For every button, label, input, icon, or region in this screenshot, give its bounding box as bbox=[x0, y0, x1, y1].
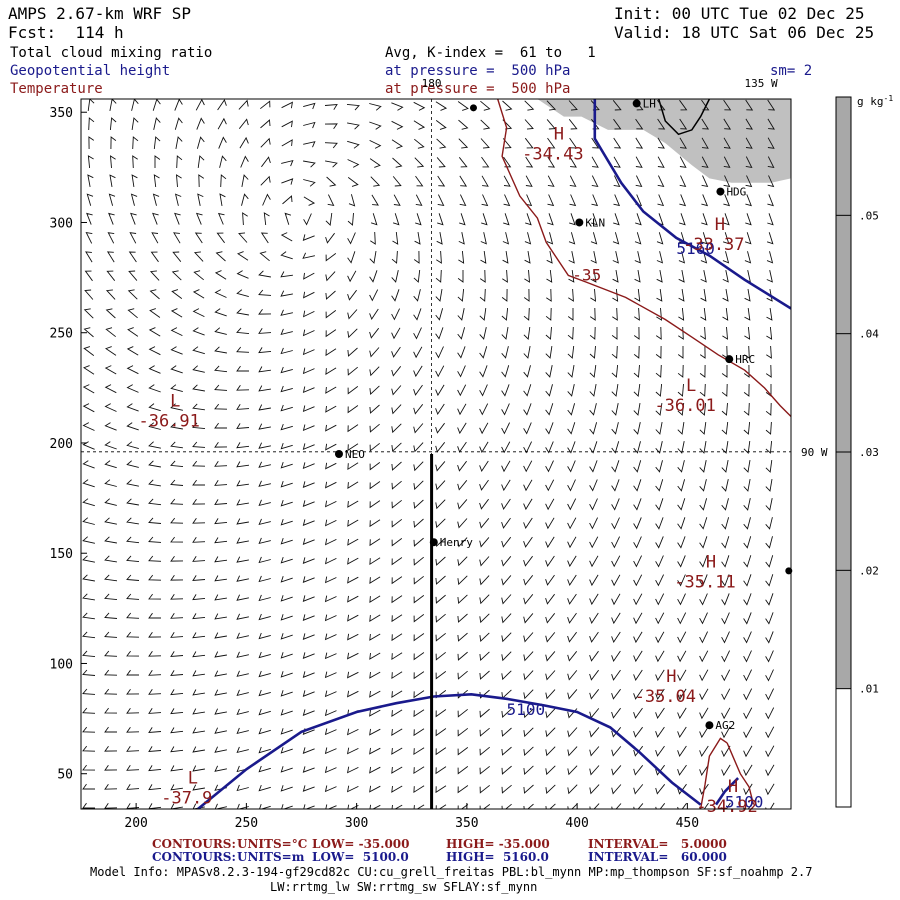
station-label: NEO bbox=[345, 448, 365, 461]
pressure-center-letter: H bbox=[554, 125, 564, 145]
geopotential-contour-label: 5160 bbox=[676, 239, 715, 258]
pressure-center-letter: H bbox=[706, 552, 716, 572]
model-title: AMPS 2.67-km WRF SP bbox=[8, 4, 192, 23]
station-label: Henry bbox=[440, 536, 473, 549]
meridian-label: 90 W bbox=[801, 446, 828, 459]
temperature-contour-1 bbox=[699, 737, 728, 809]
y-tick-label: 50 bbox=[57, 768, 73, 783]
pressure-center-letter: L bbox=[188, 768, 198, 788]
pressure-center-value: -37.9 bbox=[161, 788, 212, 808]
field-geopotential-title: Geopotential height bbox=[10, 63, 171, 79]
model-info-physics: LW:rrtmg_lw SW:rrtmg_sw SFLAY:sf_mynn bbox=[270, 880, 538, 894]
axis-layer: 200 250 300 350 400 450 50 100 150 200 250 300 350 bbox=[50, 106, 700, 831]
colorbar-shade bbox=[836, 97, 851, 689]
x-tick-label: 350 bbox=[455, 816, 478, 831]
geopotential-contour-0 bbox=[593, 99, 791, 310]
y-tick-label: 300 bbox=[50, 216, 73, 231]
pressure-center-value: -35.11 bbox=[674, 572, 735, 592]
meridian-label: 135 W bbox=[745, 77, 778, 90]
temperature-contour-2 bbox=[726, 742, 755, 805]
pressure-center-value: -34.43 bbox=[522, 145, 583, 165]
colorbar-label: .02 bbox=[859, 564, 879, 577]
pressure-center-value: -33.37 bbox=[683, 235, 744, 255]
station-marker bbox=[716, 187, 725, 196]
contours-temp-units: UNITS=°C bbox=[237, 837, 308, 851]
field-geopotential-info: at pressure = 500 hPa bbox=[385, 63, 571, 79]
contours-height-high: HIGH= 5160.0 bbox=[446, 850, 549, 864]
contour-layer: -35 5160 5100 5100 bbox=[197, 99, 791, 811]
y-tick-label: 250 bbox=[50, 327, 73, 342]
station-marker bbox=[429, 538, 438, 547]
pressure-center-value: -36.01 bbox=[654, 396, 715, 416]
x-tick-label: 300 bbox=[345, 816, 368, 831]
x-tick-label: 450 bbox=[676, 816, 699, 831]
x-tick-label: 200 bbox=[124, 816, 147, 831]
contours-height-label: CONTOURS: bbox=[152, 850, 236, 864]
station-label: KLN bbox=[585, 216, 605, 229]
init-time: Init: 00 UTC Tue 02 Dec 25 bbox=[614, 4, 865, 23]
colorbar-label: .01 bbox=[859, 683, 879, 696]
forecast-hour: Fcst: 114 h bbox=[8, 23, 124, 42]
station-label: HRC bbox=[735, 353, 755, 366]
station-marker bbox=[575, 218, 584, 227]
y-tick-label: 350 bbox=[50, 106, 73, 121]
station-label: LH bbox=[643, 97, 656, 110]
meridian-label: 180 bbox=[422, 77, 442, 90]
coastline bbox=[657, 99, 711, 136]
pressure-center-value: -35.04 bbox=[635, 687, 696, 707]
geopotential-contour-1 bbox=[197, 692, 702, 809]
cloud-layer bbox=[537, 99, 791, 183]
station-marker bbox=[725, 355, 734, 364]
station-marker bbox=[469, 104, 477, 112]
field-temperature-info: at pressure = 500 hPa bbox=[385, 81, 571, 97]
contours-height-interval: INTERVAL= 60.000 bbox=[588, 850, 727, 864]
colorbar-label: .04 bbox=[859, 328, 879, 341]
meridian-guides: 180 135 W 90 W bbox=[81, 77, 828, 809]
colorbar: g kg-1 .01 .02 .03 .04 .05 bbox=[835, 94, 893, 808]
cloud-region-0 bbox=[537, 99, 791, 183]
field-temperature-title: Temperature bbox=[10, 81, 103, 97]
temperature-contour-label: -35 bbox=[572, 265, 601, 284]
x-tick-label: 400 bbox=[565, 816, 588, 831]
field-cloud-title: Total cloud mixing ratio bbox=[10, 45, 213, 61]
colorbar-label: .05 bbox=[859, 209, 879, 222]
valid-time: Valid: 18 UTC Sat 06 Dec 25 bbox=[614, 23, 875, 42]
geopotential-contour-label: 5100 bbox=[725, 792, 764, 811]
station-marker bbox=[334, 450, 343, 458]
y-tick-label: 150 bbox=[50, 547, 73, 562]
contours-height-units: UNITS=m bbox=[237, 850, 305, 864]
colorbar-label: .03 bbox=[859, 446, 879, 459]
contours-temp-high: HIGH= -35.000 bbox=[446, 837, 550, 851]
high-low-labels: H-34.43H-33.37L-36.91L-36.01H-35.11H-35.… bbox=[138, 125, 757, 818]
field-cloud-info: Avg, K-index = 61 to 1 bbox=[385, 45, 596, 61]
contours-temp-label: CONTOURS: bbox=[152, 837, 236, 851]
plot-frame bbox=[80, 98, 792, 810]
pressure-center-letter: H bbox=[715, 215, 725, 235]
x-tick-label: 250 bbox=[235, 816, 258, 831]
station-marker bbox=[705, 721, 714, 730]
station-label: HDG bbox=[726, 186, 746, 199]
geopotential-contour-label: 5100 bbox=[507, 700, 546, 719]
pressure-center-value: -34.92 bbox=[696, 797, 757, 817]
contours-height-low: LOW= 5100.0 bbox=[312, 850, 409, 864]
y-tick-label: 100 bbox=[50, 657, 73, 672]
contours-temp-low: LOW= -35.000 bbox=[312, 837, 410, 851]
temperature-contour-0 bbox=[497, 99, 791, 417]
pressure-center-letter: L bbox=[686, 376, 696, 396]
station-marker bbox=[632, 99, 641, 108]
pressure-center-letter: H bbox=[728, 777, 738, 797]
contours-temp-interval: INTERVAL= 5.0000 bbox=[588, 837, 727, 851]
pressure-center-letter: L bbox=[170, 391, 180, 411]
smoothing-label: sm= 2 bbox=[770, 63, 813, 79]
colorbar-units: g kg-1 bbox=[857, 94, 893, 108]
pressure-center-value: -36.91 bbox=[138, 411, 199, 431]
station-label: AG2 bbox=[715, 719, 735, 732]
y-tick-label: 200 bbox=[50, 437, 73, 452]
geopotential-contour-2 bbox=[714, 777, 740, 806]
model-info: Model Info: MPASv8.2.3-194-gf29cd82c CU:… bbox=[90, 865, 813, 879]
pressure-center-letter: H bbox=[666, 667, 676, 687]
